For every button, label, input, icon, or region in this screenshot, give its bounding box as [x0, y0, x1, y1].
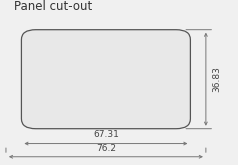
Text: Panel cut-out: Panel cut-out — [14, 0, 93, 13]
Text: 36.83: 36.83 — [212, 66, 221, 92]
FancyBboxPatch shape — [21, 30, 190, 129]
Text: 76.2: 76.2 — [96, 144, 116, 153]
Text: 67.31: 67.31 — [93, 130, 119, 139]
